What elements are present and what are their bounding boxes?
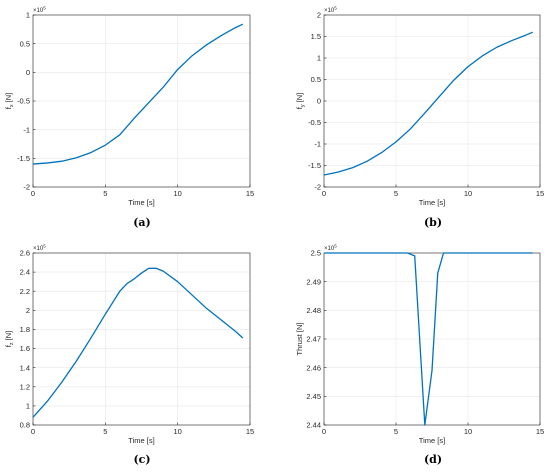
x-axis-label: Time [s]: [128, 436, 154, 445]
y-tick-label: 2.46: [306, 363, 321, 372]
y-tick-label: 1: [317, 54, 321, 63]
y-tick-label: 2.48: [306, 306, 321, 315]
series-line: [32, 267, 244, 418]
y-tick-label: -2: [314, 183, 321, 192]
y-tick-label: 1.6: [20, 344, 30, 353]
y-axis-label-unit: [N]: [4, 331, 13, 343]
x-tick-label: 10: [464, 427, 472, 436]
chart-panel-3: 0 5 10 150.811.21.41.61.822.22.42.6 ×105Time…: [4, 244, 254, 446]
y-exponent: 5: [43, 6, 46, 11]
y-tick-label: 2.44: [306, 421, 321, 430]
y-tick-label: 2: [26, 306, 30, 315]
y-multiplier: ×10: [324, 246, 335, 252]
x-tick-label: 5: [103, 189, 107, 198]
x-tick-label: 5: [394, 189, 398, 198]
y-axis-label-subscript: y: [300, 104, 306, 107]
y-tick-label: 0: [317, 97, 321, 106]
y-tick-label: 0.8: [20, 421, 30, 430]
y-tick-label: 1.4: [20, 363, 30, 372]
y-tick-label: 2.47: [306, 335, 321, 344]
y-tick-label: 2.6: [20, 249, 30, 258]
y-tick-label: -0.5: [308, 118, 321, 127]
y-tick-label: -1.5: [308, 161, 321, 170]
y-axis-label-subscript: z: [9, 342, 15, 345]
y-axis-label: Thrust [N]: [295, 323, 304, 356]
y-axis-label: fx [N]: [4, 93, 15, 110]
y-axis-label-main: Thrust [N]: [295, 323, 304, 356]
y-tick-label: 1: [26, 401, 30, 410]
x-axis-label: Time [s]: [128, 198, 154, 207]
x-tick-label: 0: [322, 189, 326, 198]
x-tick-label: 15: [536, 427, 544, 436]
y-axis-label-unit: [N]: [295, 93, 304, 105]
x-tick-label: 10: [173, 427, 181, 436]
y-axis-label-main: f: [4, 106, 13, 109]
x-tick-label: 15: [246, 427, 254, 436]
x-tick-label: 10: [464, 189, 472, 198]
panel-label: (c): [133, 453, 150, 466]
y-tick-label: 2.4: [20, 268, 30, 277]
y-tick-label: 1.5: [311, 32, 321, 41]
y-tick-label: -2: [23, 183, 30, 192]
series-line: [323, 31, 534, 176]
y-tick-label: 2: [317, 11, 321, 20]
x-tick-label: 5: [394, 427, 398, 436]
y-axis-label: fy [N]: [295, 93, 306, 110]
chart-panel-4: 0 5 10 152.442.452.462.472.482.492.5 ×105Tim…: [295, 244, 544, 446]
x-tick-label: 10: [173, 189, 181, 198]
x-axis-label: Time [s]: [419, 198, 445, 207]
y-multiplier: ×10: [33, 246, 44, 252]
y-exponent: 5: [334, 6, 337, 11]
y-exponent: 5: [43, 244, 46, 249]
y-tick-label: 2.49: [306, 277, 321, 286]
y-tick-label: 2.2: [20, 287, 30, 296]
x-tick-label: 0: [31, 427, 35, 436]
y-axis-label-unit: [N]: [4, 93, 13, 105]
panel-label: (d): [424, 453, 442, 466]
y-tick-label: 2.45: [306, 392, 321, 401]
y-tick-label: -1.5: [17, 154, 30, 163]
y-exponent-label: ×105: [324, 244, 337, 253]
y-exponent-label: ×105: [33, 244, 46, 253]
x-tick-label: 0: [31, 189, 35, 198]
y-tick-label: 0: [26, 68, 30, 77]
panel-label: (b): [424, 216, 442, 229]
y-tick-label: -1: [314, 140, 321, 149]
x-tick-label: 5: [103, 427, 107, 436]
x-tick-label: 15: [246, 189, 254, 198]
y-axis-label-main: f: [4, 344, 13, 347]
series-line: [32, 23, 244, 165]
y-tick-label: 1.8: [20, 325, 30, 334]
y-tick-label: -1: [23, 125, 30, 134]
y-tick-label: -0.5: [17, 97, 30, 106]
plot-frame: [32, 252, 251, 426]
y-tick-label: 2.5: [311, 249, 321, 258]
y-exponent: 5: [334, 244, 337, 249]
y-tick-label: 0.5: [311, 75, 321, 84]
y-tick-label: 0.5: [20, 39, 30, 48]
y-tick-label: 1: [26, 11, 30, 20]
series-line: [324, 252, 533, 426]
y-exponent-label: ×105: [324, 6, 337, 15]
x-tick-label: 0: [322, 427, 326, 436]
x-tick-label: 15: [536, 189, 544, 198]
y-axis-label: fz [N]: [4, 331, 15, 348]
panel-label: (a): [133, 216, 151, 229]
x-axis-label: Time [s]: [419, 436, 445, 445]
y-multiplier: ×10: [324, 8, 335, 14]
y-tick-label: 1.2: [20, 382, 30, 391]
y-multiplier: ×10: [33, 8, 44, 14]
y-exponent-label: ×105: [33, 6, 46, 15]
y-axis-label-subscript: x: [9, 104, 15, 107]
y-axis-label-main: f: [295, 106, 304, 109]
